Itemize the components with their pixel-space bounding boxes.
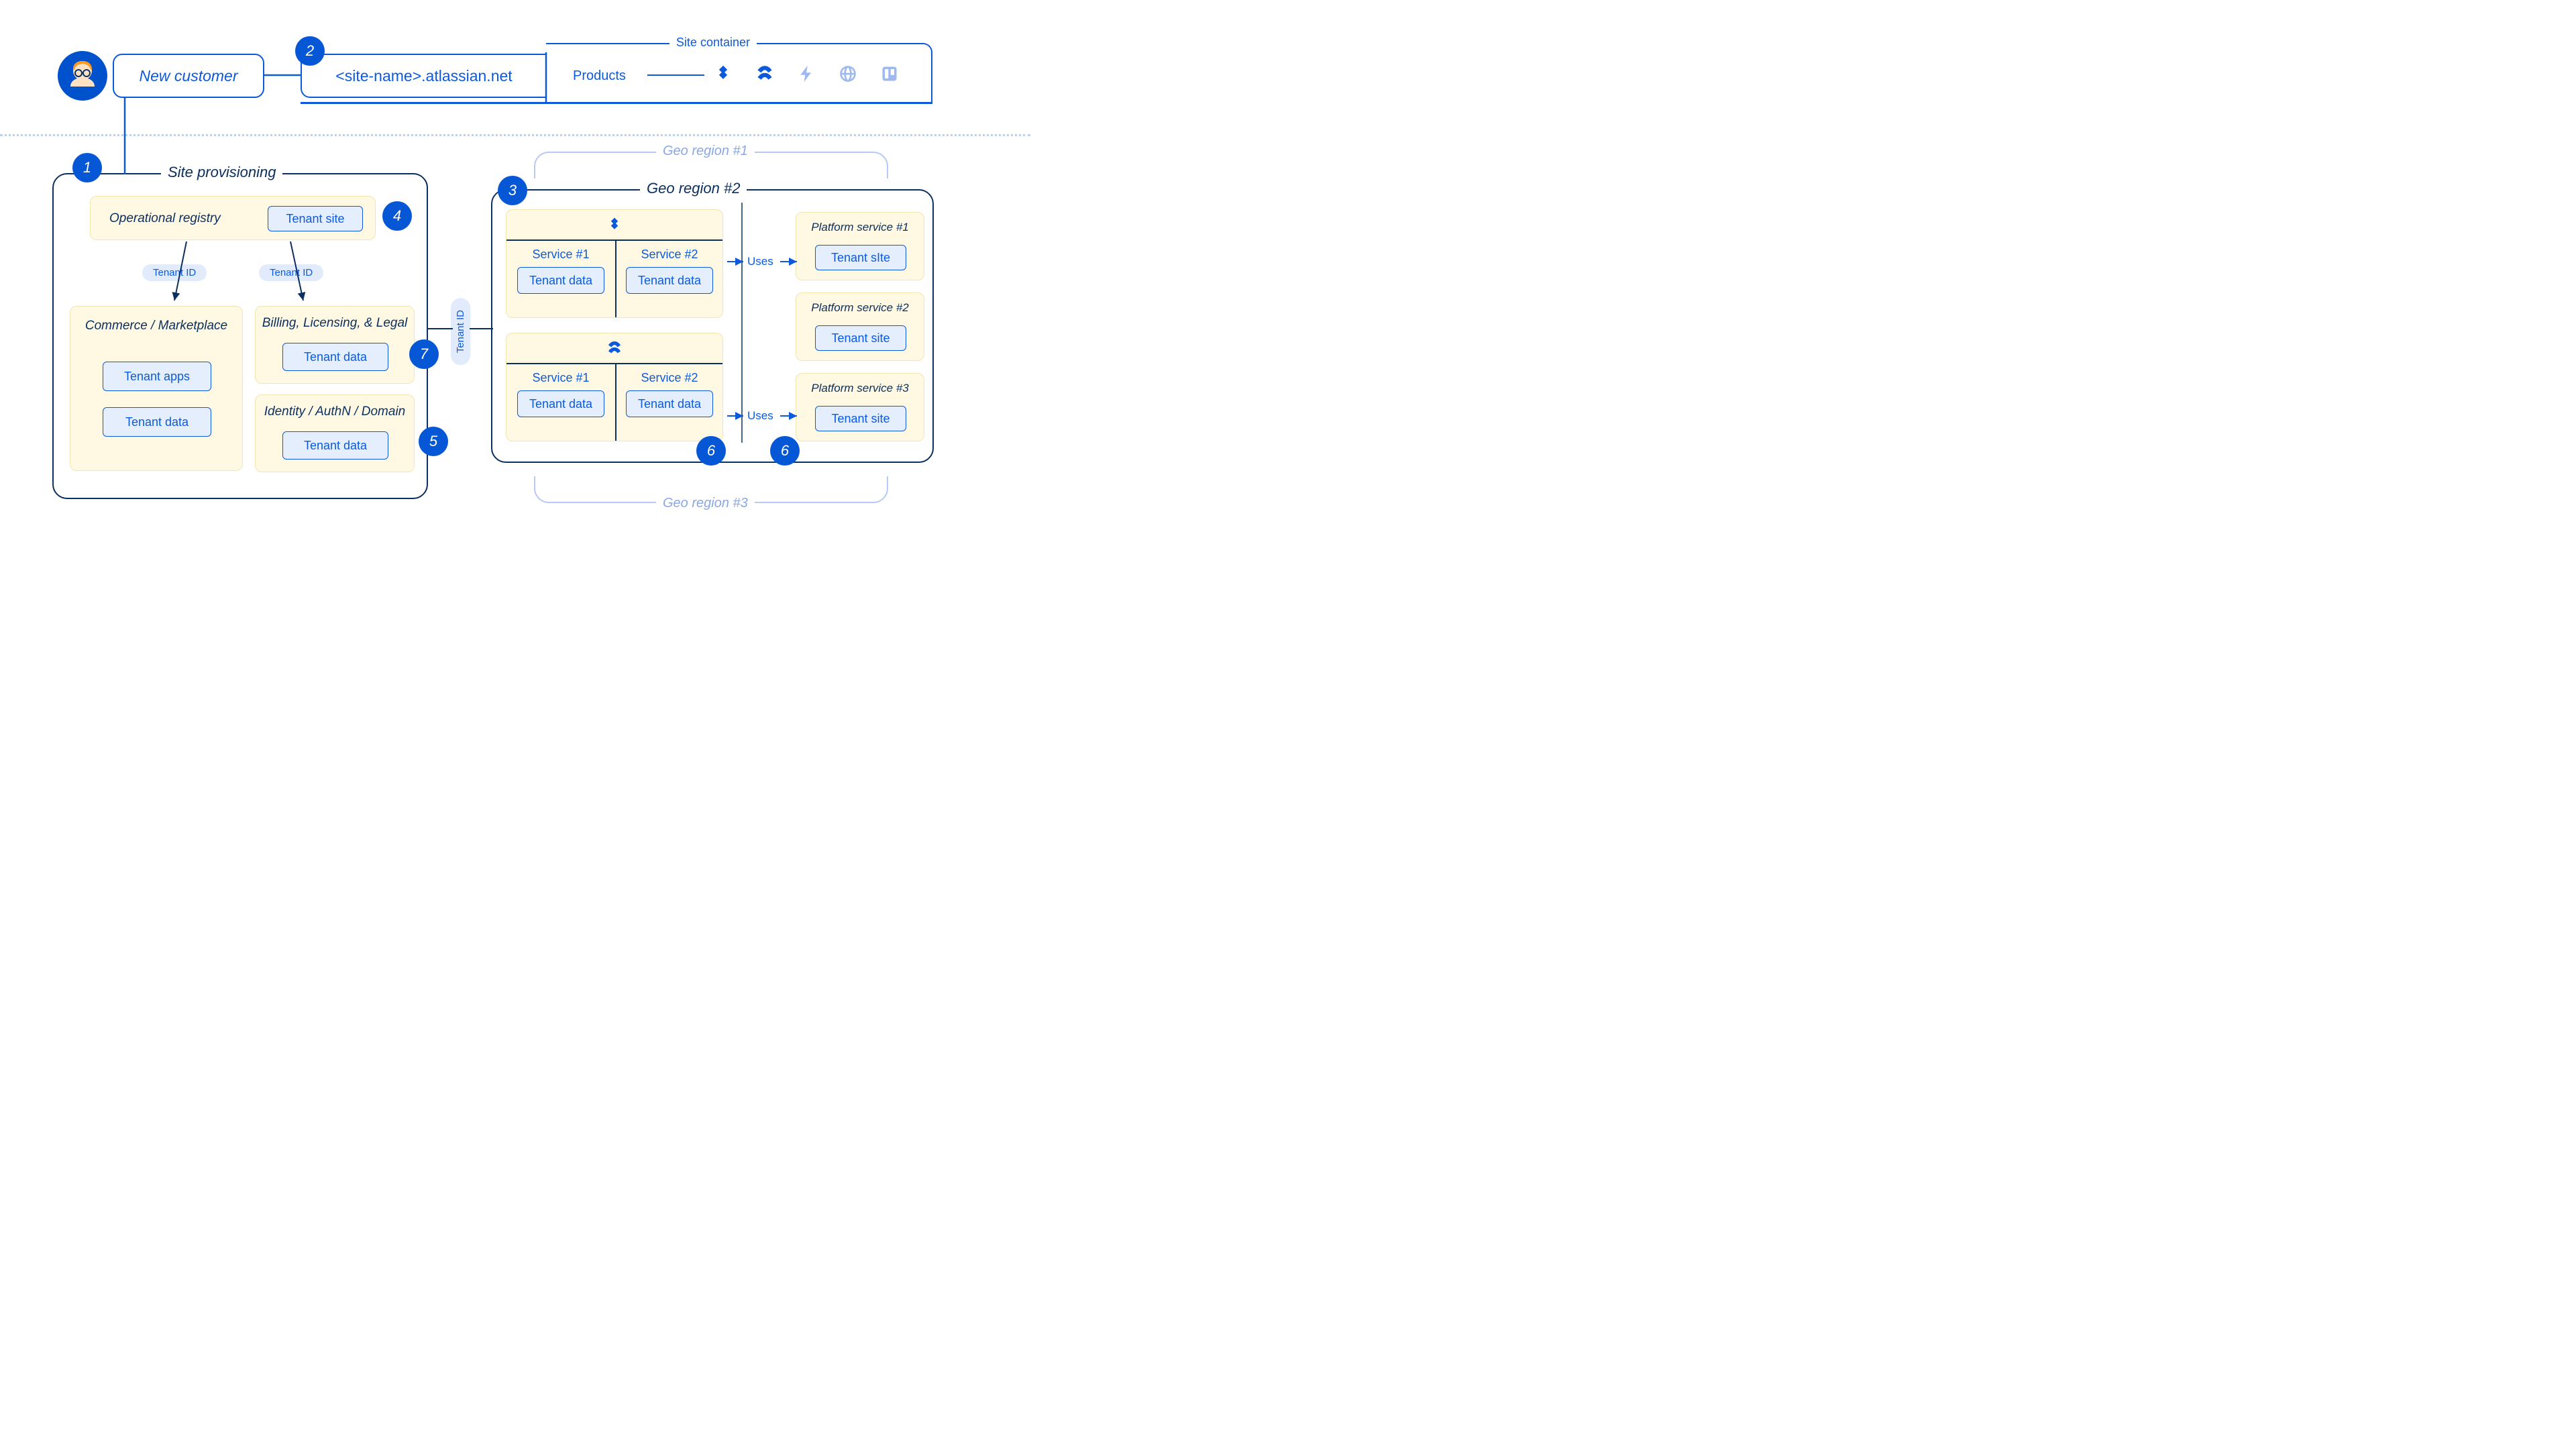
site-url-box: <site-name>.atlassian.net: [301, 54, 546, 98]
jira-svc1-data: Tenant data: [517, 267, 604, 294]
geo1-title: Geo region #1: [656, 144, 755, 159]
jira-hdiv: [506, 239, 722, 241]
commerce-card: Commerce / Marketplace Tenant apps Tenan…: [70, 306, 243, 471]
tenant-id-left: Tenant ID: [142, 264, 207, 281]
commerce-tenant-data-pill: Tenant data: [103, 407, 211, 437]
conf-svc1-label: Service #1: [506, 371, 615, 385]
site-url-text: <site-name>.atlassian.net: [335, 67, 512, 85]
geo2-title: Geo region #2: [640, 180, 747, 197]
bolt-icon: [797, 64, 816, 83]
site-container-box: Site container Products: [546, 43, 932, 103]
platform-2-site: Tenant site: [815, 325, 906, 351]
identity-title: Identity / AuthN / Domain: [256, 395, 414, 419]
site-container-title: Site container: [669, 36, 757, 50]
confluence-block: Service #1 Tenant data Service #2 Tenant…: [506, 333, 723, 441]
jira-icon: [714, 64, 733, 83]
platform-3-site: Tenant site: [815, 406, 906, 431]
badge-5: 5: [419, 427, 448, 456]
commerce-title: Commerce / Marketplace: [70, 307, 242, 333]
diagram-canvas: New customer <site-name>.atlassian.net S…: [0, 0, 1030, 580]
new-customer-label: New customer: [140, 67, 238, 85]
badge-4: 4: [382, 201, 412, 231]
geo3-title: Geo region #3: [656, 496, 755, 511]
tenant-apps-pill: Tenant apps: [103, 362, 211, 391]
site-provisioning-title: Site provisioning: [161, 164, 282, 181]
badge-1: 1: [72, 153, 102, 182]
jira-icon: [606, 217, 623, 233]
avatar-illustration: [61, 54, 104, 97]
trello-icon: [880, 64, 899, 83]
dotted-divider: [0, 134, 1030, 136]
platform-2-title: Platform service #2: [796, 293, 924, 315]
badge-6a: 6: [696, 436, 726, 466]
badge-3: 3: [498, 176, 527, 205]
jira-block: Service #1 Tenant data Service #2 Tenant…: [506, 209, 723, 318]
site-group-baseline: [301, 102, 932, 104]
new-customer-box: New customer: [113, 54, 264, 98]
conf-svc2-label: Service #2: [615, 371, 724, 385]
platform-3-title: Platform service #3: [796, 374, 924, 395]
conf-svc1-data: Tenant data: [517, 390, 604, 417]
tenant-id-vertical: Tenant ID: [451, 298, 470, 365]
conf-svc2-data: Tenant data: [626, 390, 713, 417]
confluence-icon: [755, 64, 774, 83]
geo1-region: Geo region #1: [534, 152, 888, 178]
confluence-icon: [606, 340, 623, 356]
jira-svc1-label: Service #1: [506, 248, 615, 262]
jira-block-icon: [506, 217, 722, 236]
jira-svc2-data: Tenant data: [626, 267, 713, 294]
platform-1-title: Platform service #1: [796, 213, 924, 234]
badge-2: 2: [295, 36, 325, 66]
badge-6b: 6: [770, 436, 800, 466]
billing-title: Billing, Licensing, & Legal: [256, 307, 414, 331]
jira-svc2-label: Service #2: [615, 248, 724, 262]
uses-label-bottom: Uses: [747, 409, 773, 423]
identity-tenant-data-pill: Tenant data: [282, 431, 388, 460]
tenant-id-right: Tenant ID: [259, 264, 323, 281]
operational-registry-title: Operational registry: [109, 211, 221, 226]
platform-2-card: Platform service #2 Tenant site: [796, 292, 924, 361]
platform-1-card: Platform service #1 Tenant sIte: [796, 212, 924, 280]
operational-registry-card: Operational registry Tenant site: [90, 196, 376, 240]
badge-7: 7: [409, 339, 439, 369]
platform-1-site: Tenant sIte: [815, 245, 906, 270]
product-icons-row: [714, 64, 899, 83]
conf-hdiv: [506, 363, 722, 364]
customer-avatar: [58, 51, 107, 101]
products-label: Products: [573, 68, 626, 84]
tenant-site-pill: Tenant site: [268, 206, 363, 231]
platform-3-card: Platform service #3 Tenant site: [796, 373, 924, 441]
billing-tenant-data-pill: Tenant data: [282, 343, 388, 371]
identity-card: Identity / AuthN / Domain Tenant data: [255, 394, 415, 472]
geo3-region: Geo region #3: [534, 476, 888, 503]
uses-label-top: Uses: [747, 255, 773, 268]
confluence-block-icon: [506, 340, 722, 360]
globe-icon: [839, 64, 857, 83]
billing-card: Billing, Licensing, & Legal Tenant data: [255, 306, 415, 384]
